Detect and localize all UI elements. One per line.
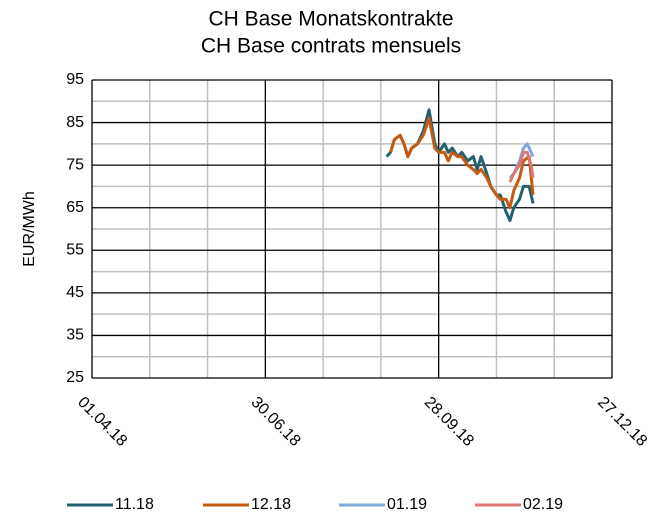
chart-subtitle: CH Base contrats mensuels	[201, 35, 461, 58]
x-tick-label: 30.06.18	[248, 394, 304, 450]
y-tick-label: 25	[66, 369, 84, 386]
x-tick-label: 27.12.18	[594, 394, 650, 450]
y-tick-label: 75	[66, 156, 84, 173]
y-axis-label: EUR/MWh	[21, 191, 38, 267]
y-tick-label: 65	[66, 199, 84, 216]
chart-title: CH Base Monatskontrakte	[208, 8, 453, 31]
legend-label: 01.19	[387, 496, 427, 513]
x-tick-label: 28.09.18	[421, 394, 477, 450]
legend-label: 02.19	[523, 496, 563, 513]
data-line	[508, 150, 535, 183]
y-tick-label: 45	[66, 284, 84, 301]
data-line	[389, 116, 535, 210]
y-tick-label: 85	[66, 114, 84, 131]
y-tick-label: 55	[66, 242, 84, 259]
y-tick-label: 95	[66, 71, 84, 88]
y-tick-label: 35	[66, 327, 84, 344]
x-tick-label: 01.04.18	[74, 394, 130, 450]
legend-label: 12.18	[251, 496, 291, 513]
legend-label: 11.18	[115, 496, 154, 513]
